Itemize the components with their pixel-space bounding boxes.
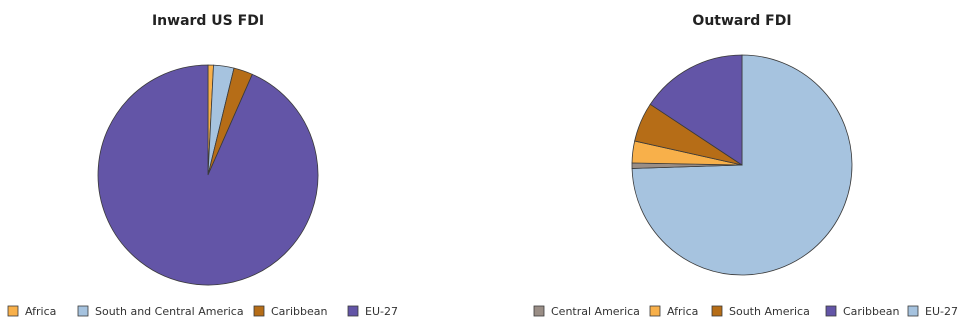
pie-slices-outward [631, 54, 853, 276]
pie-slice-eu-27 [97, 64, 319, 286]
legend-swatch-south-america [711, 305, 723, 317]
legend-swatch-caribbean [825, 305, 837, 317]
legend-item-africa: Africa [7, 305, 56, 318]
pie-slice-caribbean [649, 54, 743, 166]
legend-item-central-america: Central America [533, 305, 640, 318]
legend-item-africa: Africa [649, 305, 698, 318]
legend-label-eu-27: EU-27 [925, 305, 958, 318]
legend-item-eu-27: EU-27 [347, 305, 398, 318]
legend-item-caribbean: Caribbean [825, 305, 899, 318]
legend-item-south-and-central-america: South and Central America [77, 305, 244, 318]
legend-label-africa: Africa [667, 305, 698, 318]
legend-swatch-eu-27 [347, 305, 359, 317]
legend-swatch-africa [7, 305, 19, 317]
legend-swatch-central-america [533, 305, 545, 317]
legend-outward: Central America Africa South America Caribb… [533, 305, 958, 318]
legend-label-caribbean: Caribbean [843, 305, 899, 318]
legend-label-africa: Africa [25, 305, 56, 318]
legend-label-eu-27: EU-27 [365, 305, 398, 318]
legend-swatch-south-and-central-america [77, 305, 89, 317]
legend-item-south-america: South America [711, 305, 810, 318]
pie-slices-inward [97, 64, 319, 286]
chart-title-outward: Outward FDI [692, 13, 791, 29]
legend-label-south-america: South America [729, 305, 810, 318]
legend-label-central-america: Central America [551, 305, 640, 318]
legend-label-south-and-central-america: South and Central America [95, 305, 244, 318]
legend-item-caribbean: Caribbean [253, 305, 327, 318]
legend-swatch-caribbean [253, 305, 265, 317]
chart-title-inward: Inward US FDI [152, 13, 264, 29]
pie-chart-inward: Inward US FDI Africa South and Central Am… [7, 13, 398, 318]
legend-inward: Africa South and Central America Caribbean… [7, 305, 398, 318]
legend-label-caribbean: Caribbean [271, 305, 327, 318]
legend-item-eu-27: EU-27 [907, 305, 958, 318]
pie-chart-outward: Outward FDI Central America Africa South A… [533, 13, 958, 318]
legend-swatch-eu-27 [907, 305, 919, 317]
legend-swatch-africa [649, 305, 661, 317]
